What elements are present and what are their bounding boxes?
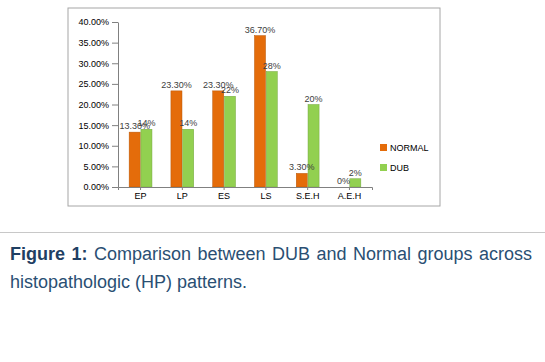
y-tick-mark (112, 125, 118, 126)
data-label: 22% (221, 85, 239, 95)
chart: 13.30%23.30%23.30%36.70%3.30%0%14%14%22%… (0, 0, 545, 232)
x-tick-mark (140, 187, 141, 190)
y-tick: 5.00% (83, 162, 118, 172)
y-tick: 10.00% (78, 141, 118, 151)
y-tick: 25.00% (78, 79, 118, 89)
legend-swatch (380, 164, 387, 171)
x-tick: EP (135, 187, 147, 201)
y-tick-label: 25.00% (78, 79, 109, 89)
legend-label: NORMAL (390, 143, 429, 153)
x-tick-mark (224, 187, 225, 190)
y-tick-mark (112, 84, 118, 85)
data-label: 14% (137, 118, 155, 128)
y-tick-mark (112, 105, 118, 106)
y-tick: 20.00% (78, 100, 118, 110)
x-tick: LS (260, 187, 271, 201)
y-tick-label: 15.00% (78, 121, 109, 131)
x-axis-line (119, 188, 373, 191)
y-tick-label: 10.00% (78, 141, 109, 151)
legend-item: NORMAL (380, 143, 429, 153)
legend-item: DUB (380, 163, 409, 173)
bar (129, 132, 140, 187)
bar (183, 129, 194, 187)
caption-text: Comparison between DUB and Normal groups… (10, 244, 532, 292)
y-axis-line (118, 23, 119, 188)
legend: NORMAL DUB (380, 143, 429, 173)
x-tick-label: EP (135, 191, 147, 201)
caption-title: Figure 1: (10, 244, 87, 264)
x-tick: ES (218, 187, 230, 201)
x-tick-mark (307, 187, 308, 190)
data-label: 23.30% (161, 80, 192, 90)
x-tick-label: ES (218, 191, 230, 201)
x-tick: S.E.H (296, 187, 320, 201)
y-tick-mark (112, 43, 118, 44)
caption-space (87, 244, 93, 264)
y-tick-mark (112, 166, 118, 167)
bar (254, 36, 265, 187)
caption: Figure 1: Comparison between DUB and Nor… (10, 240, 532, 296)
y-tick-mark (112, 146, 118, 147)
x-tick-mark (349, 187, 350, 190)
legend-label: DUB (390, 163, 409, 173)
x-tick-label: LS (260, 191, 271, 201)
x-axis: EP LP ES LS S.E.H A.E.H (119, 187, 373, 201)
data-label: 2% (349, 168, 362, 178)
y-tick-label: 35.00% (78, 38, 109, 48)
data-label: 20% (305, 94, 323, 104)
bar (266, 72, 277, 188)
y-tick-label: 20.00% (78, 100, 109, 110)
y-tick: 15.00% (78, 121, 118, 131)
y-tick-label: 30.00% (78, 59, 109, 69)
data-label: 36.70% (245, 25, 276, 35)
bars (129, 36, 361, 187)
x-tick-mark (182, 187, 183, 190)
bar (350, 179, 361, 187)
y-tick-label: 0.00% (83, 182, 109, 192)
y-axis: 0.00% 5.00% 10.00% 15.00% 20.00% 25.00% 30.00%… (78, 17, 118, 192)
data-label: 14% (179, 118, 197, 128)
y-tick-label: 5.00% (83, 162, 109, 172)
bar (338, 187, 349, 188)
x-tick: A.E.H (338, 187, 362, 201)
y-tick: 35.00% (78, 38, 118, 48)
legend-swatch (380, 144, 387, 151)
bar (308, 105, 319, 188)
data-label: 28% (263, 61, 281, 71)
y-tick-label: 40.00% (78, 17, 109, 27)
bar (213, 91, 224, 187)
x-tick-mark (265, 187, 266, 190)
x-tick-label: A.E.H (338, 191, 362, 201)
bar (296, 173, 307, 187)
x-tick-label: LP (177, 191, 188, 201)
separator (0, 232, 545, 233)
y-tick: 40.00% (78, 17, 118, 27)
bar (171, 91, 182, 187)
y-tick-mark (112, 22, 118, 23)
bar (141, 129, 152, 187)
data-label: 3.30% (289, 162, 315, 172)
x-tick-label: S.E.H (296, 191, 320, 201)
bar (224, 96, 235, 187)
y-tick-mark (112, 63, 118, 64)
y-tick: 30.00% (78, 59, 118, 69)
y-tick: 0.00% (83, 182, 118, 192)
chart-frame (68, 8, 440, 206)
y-tick-mark (112, 187, 118, 188)
x-tick: LP (177, 187, 188, 201)
